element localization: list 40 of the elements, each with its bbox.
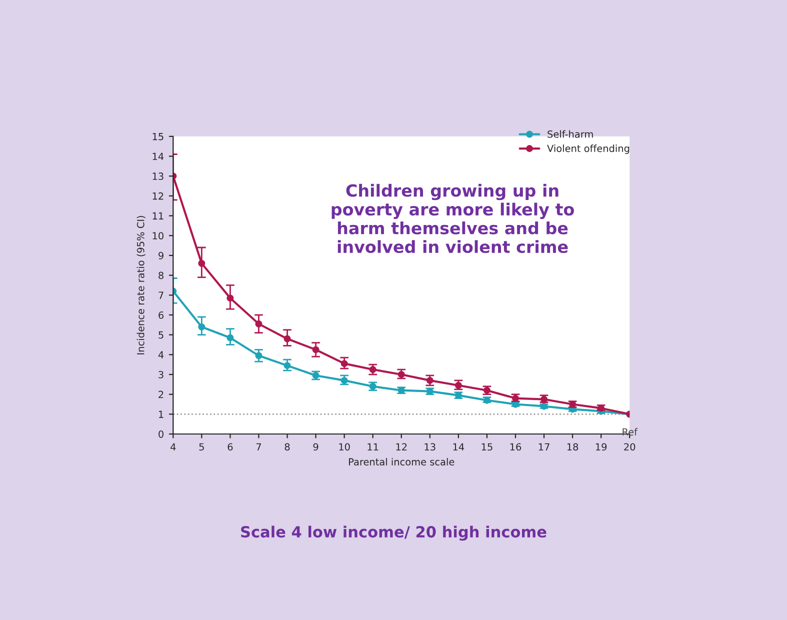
y-tick-label: 4 <box>158 351 164 358</box>
x-tick-label: 17 <box>538 443 550 450</box>
x-tick-label: 16 <box>510 443 522 451</box>
y-tick-label: 10 <box>152 232 164 240</box>
x-tick-label: 7 <box>256 443 261 450</box>
y-tick-label: 11 <box>152 212 164 220</box>
legend-label: Violent offending <box>547 144 630 154</box>
y-tick-label: 5 <box>158 331 164 339</box>
y-tick-label: 3 <box>158 370 164 378</box>
x-tick-label: 12 <box>396 443 407 450</box>
y-tick-label: 14 <box>152 152 164 160</box>
y-tick-label: 12 <box>152 192 164 200</box>
annotation: Children growing up in poverty are more likely to harm themselves and be involved in violent crime <box>332 184 574 254</box>
x-tick-label: 20 <box>624 443 636 451</box>
x-tick-label: 10 <box>339 443 350 451</box>
legend-label: Self-harm <box>548 130 593 138</box>
y-tick-label: 7 <box>158 292 164 299</box>
y-axis-title: Incidence rate ratio (95% CI) <box>136 216 146 354</box>
x-tick-label: 13 <box>424 443 436 451</box>
y-tick-label: 15 <box>152 133 164 140</box>
x-tick-label: 4 <box>170 443 176 450</box>
x-tick-label: 6 <box>228 443 233 451</box>
x-tick-label: 19 <box>596 443 607 451</box>
y-tick-label: 1 <box>158 410 164 418</box>
x-tick-label: 14 <box>453 443 464 450</box>
y-tick-label: 8 <box>158 272 164 280</box>
y-tick-label: 13 <box>152 172 164 180</box>
y-tick-label: 6 <box>158 311 164 319</box>
y-tick-label: 0 <box>158 430 164 438</box>
x-tick-label: 11 <box>368 443 378 450</box>
x-axis-title: Parental income scale <box>349 458 454 466</box>
y-tick-label: 9 <box>158 252 164 260</box>
x-tick-label: 15 <box>482 443 492 451</box>
text: Scale 4 low income/ 20 high income <box>241 526 546 541</box>
annotation: Ref <box>622 428 638 436</box>
x-tick-label: 5 <box>199 443 204 451</box>
x-tick-label: 8 <box>284 443 290 451</box>
x-tick-label: 9 <box>313 443 318 451</box>
y-tick-label: 2 <box>158 390 164 398</box>
x-tick-label: 18 <box>567 443 578 451</box>
